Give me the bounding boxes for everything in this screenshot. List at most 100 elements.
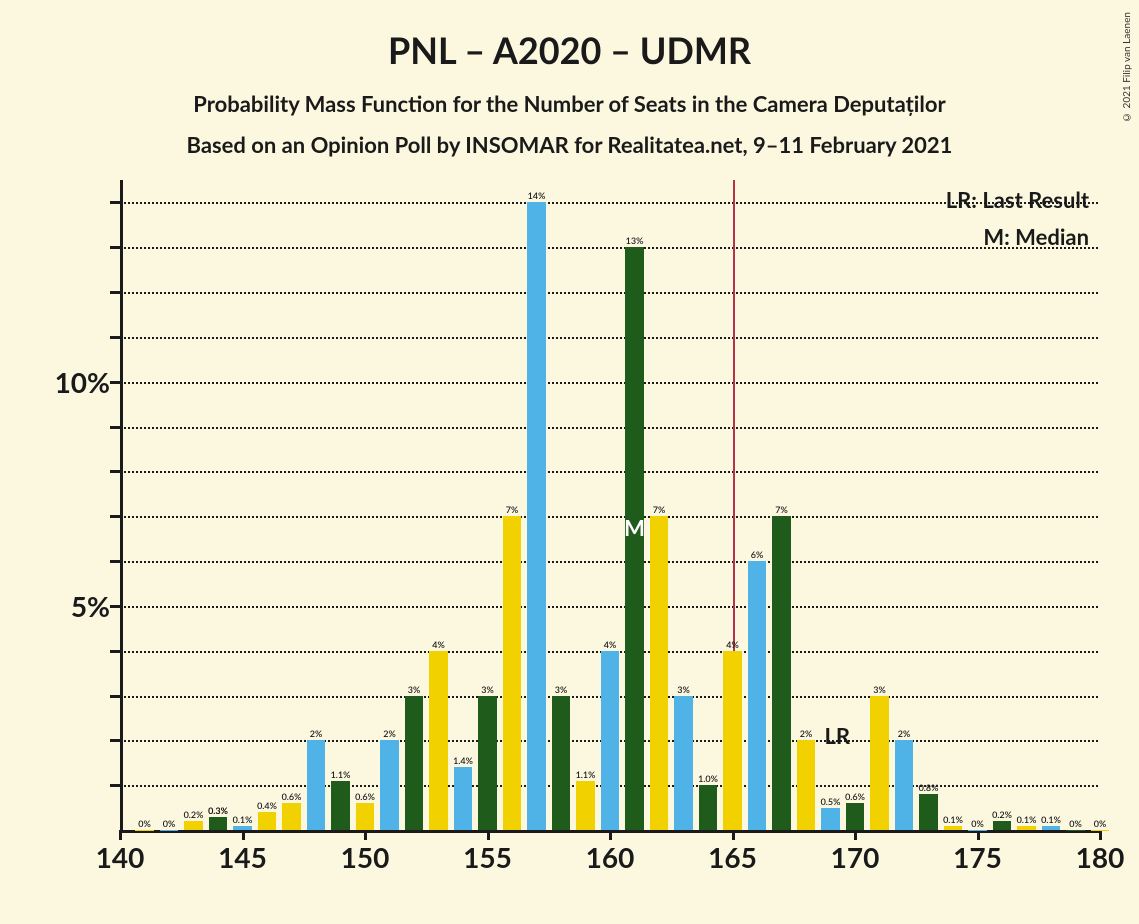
bar <box>919 794 937 830</box>
bar-label: 0% <box>138 818 151 829</box>
plot-area: 5%10%1401451501551601651701751800%0%0.2%… <box>120 180 1100 830</box>
bar <box>405 696 423 830</box>
bar <box>993 821 1011 830</box>
y-tick <box>110 784 120 787</box>
bar <box>160 830 178 831</box>
x-tick <box>119 830 122 840</box>
bar-label: 0% <box>163 818 176 829</box>
bar <box>527 202 545 830</box>
bar-label: 4% <box>604 639 617 650</box>
bar-label: 2% <box>800 728 813 739</box>
bar-label: 0.2% <box>992 809 1012 820</box>
bar-label: 0.1% <box>1041 814 1061 825</box>
bar-label: 0.8% <box>919 782 939 793</box>
bar-label: 2% <box>383 728 396 739</box>
chart-subtitle-2: Based on an Opinion Poll by INSOMAR for … <box>0 131 1139 158</box>
chart-container: PNL – A2020 – UDMR Probability Mass Func… <box>0 0 1139 924</box>
y-tick <box>110 470 120 473</box>
bar-label: 2% <box>898 728 911 739</box>
bar-label: 6% <box>751 549 764 560</box>
bar-label: 7% <box>653 504 666 515</box>
bar-label: 4% <box>726 639 739 650</box>
bar <box>699 785 717 830</box>
bar <box>1091 830 1109 831</box>
y-tick <box>110 739 120 742</box>
x-axis-label: 170 <box>831 840 880 874</box>
y-tick <box>110 515 120 518</box>
bar-label: 0.4% <box>257 800 277 811</box>
bar <box>380 740 398 830</box>
bar <box>552 696 570 830</box>
bar <box>601 651 619 830</box>
bar-label: 3% <box>873 684 886 695</box>
gridline <box>120 606 1098 608</box>
bar-label: 0.1% <box>943 814 963 825</box>
bar <box>576 781 594 830</box>
bar-label: 0.6% <box>845 791 865 802</box>
bar <box>331 781 349 830</box>
bar <box>846 803 864 830</box>
y-tick <box>110 201 120 204</box>
x-axis-label: 160 <box>586 840 635 874</box>
bar <box>1017 826 1035 830</box>
y-tick <box>110 336 120 339</box>
x-axis-label: 140 <box>96 840 145 874</box>
x-tick <box>732 830 735 840</box>
bar <box>674 696 692 830</box>
bar <box>870 696 888 830</box>
bar-label: 0.6% <box>282 791 302 802</box>
gridline <box>120 382 1098 384</box>
y-tick <box>110 426 120 429</box>
bar <box>454 767 472 830</box>
bar <box>282 803 300 830</box>
bar-label: 13% <box>626 235 644 246</box>
x-axis-label: 155 <box>463 840 512 874</box>
gridline <box>120 561 1098 563</box>
bar-label: 1.1% <box>331 769 351 780</box>
y-tick <box>110 695 120 698</box>
bar <box>478 696 496 830</box>
x-tick <box>977 830 980 840</box>
bar <box>1042 826 1060 830</box>
y-tick <box>110 605 120 608</box>
copyright-text: © 2021 Filip van Laenen <box>1121 12 1133 123</box>
bar <box>821 808 839 830</box>
bar-label: 3% <box>677 684 690 695</box>
bar-label: 1.1% <box>576 769 596 780</box>
y-tick <box>110 291 120 294</box>
bar <box>895 740 913 830</box>
bar-label: 0.3% <box>208 805 228 816</box>
gridline <box>120 471 1098 473</box>
bar-label: 0% <box>1094 818 1107 829</box>
y-tick <box>110 650 120 653</box>
bar <box>356 803 374 830</box>
bar-label: 0% <box>971 818 984 829</box>
gridline <box>120 292 1098 294</box>
bar-label: 3% <box>481 684 494 695</box>
last-result-marker: LR <box>825 722 851 749</box>
gridline <box>120 337 1098 339</box>
bar-label: 0% <box>1069 818 1082 829</box>
y-tick <box>110 381 120 384</box>
x-tick <box>364 830 367 840</box>
y-tick <box>110 246 120 249</box>
x-axis-label: 165 <box>708 840 757 874</box>
x-axis-label: 175 <box>953 840 1002 874</box>
bar-label: 14% <box>528 190 546 201</box>
median-marker: M <box>624 514 645 541</box>
bar-label: 0.2% <box>184 809 204 820</box>
bar-label: 3% <box>555 684 568 695</box>
bar <box>184 821 202 830</box>
gridline <box>120 427 1098 429</box>
bar <box>135 830 153 831</box>
bar-label: 1.0% <box>698 773 718 784</box>
bar <box>650 516 668 830</box>
y-axis-line <box>120 180 123 832</box>
bar <box>723 651 741 830</box>
x-tick <box>609 830 612 840</box>
bar <box>307 740 325 830</box>
bar-label: 0.5% <box>821 796 841 807</box>
x-axis-label: 180 <box>1076 840 1125 874</box>
bar <box>748 561 766 830</box>
gridline <box>120 516 1098 518</box>
